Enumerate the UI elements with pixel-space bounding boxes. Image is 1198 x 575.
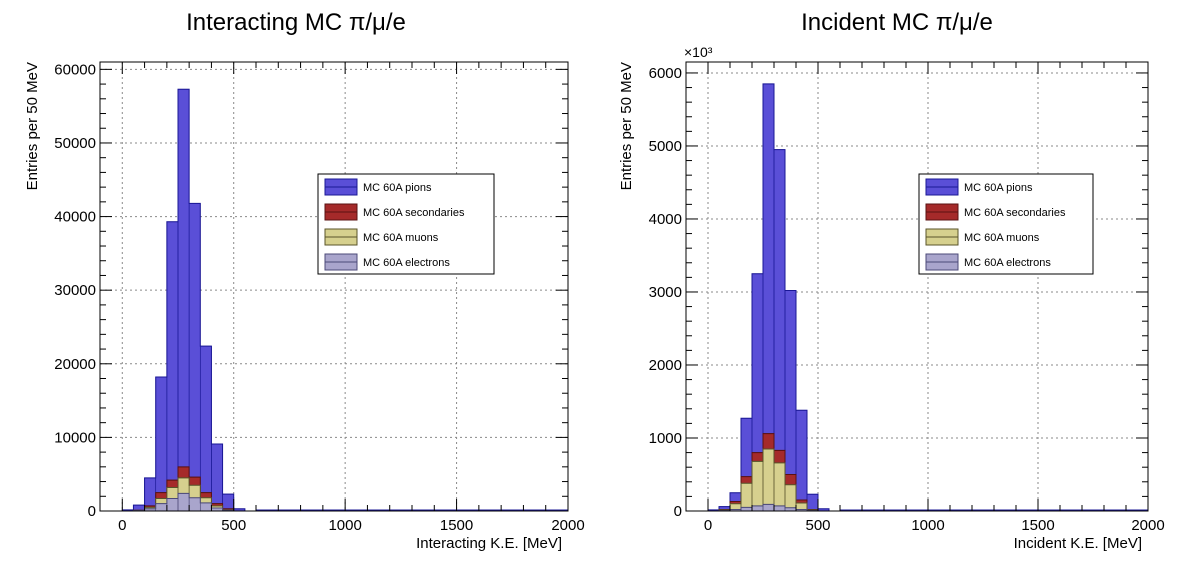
y-tick-label: 50000 — [54, 135, 96, 152]
y-tick-label: 30000 — [54, 282, 96, 299]
x-axis-label: Interacting K.E. [MeV] — [416, 535, 562, 552]
x-tick-label: 1500 — [440, 517, 473, 534]
x-tick-label: 2000 — [551, 517, 584, 534]
x-tick-label: 500 — [805, 517, 830, 534]
legend: MC 60A pions MC 60A secondaries MC 60A muo… — [918, 173, 1094, 275]
legend-label-secondaries: MC 60A secondaries — [363, 207, 465, 219]
x-tick-label: 1500 — [1021, 517, 1054, 534]
legend-label-pions: MC 60A pions — [964, 182, 1033, 194]
y-tick-label: 0 — [674, 503, 682, 520]
x-tick-label: 500 — [221, 517, 246, 534]
legend-label-pions: MC 60A pions — [363, 182, 432, 194]
legend: MC 60A pions MC 60A secondaries MC 60A muo… — [317, 173, 495, 275]
y-tick-label: 2000 — [649, 357, 682, 374]
y-tick-label: 40000 — [54, 209, 96, 226]
chart-title: Incident MC π/μ/e — [801, 9, 993, 36]
y-tick-label: 3000 — [649, 284, 682, 301]
x-axis-label: Incident K.E. [MeV] — [1014, 535, 1142, 552]
y-tick-label: 6000 — [649, 65, 682, 82]
legend-label-secondaries: MC 60A secondaries — [964, 207, 1066, 219]
y-axis-label: Entries per 50 MeV — [618, 62, 635, 190]
x-tick-label: 0 — [118, 517, 126, 534]
y-tick-label: 5000 — [649, 138, 682, 155]
y-tick-label: 60000 — [54, 61, 96, 78]
x-tick-label: 0 — [704, 517, 712, 534]
y-tick-label: 1000 — [649, 430, 682, 447]
y-axis-label: Entries per 50 MeV — [24, 62, 41, 190]
legend-label-electrons: MC 60A electrons — [363, 257, 450, 269]
y-tick-label: 10000 — [54, 429, 96, 446]
chart-title: Interacting MC π/μ/e — [186, 9, 406, 36]
x-tick-label: 1000 — [328, 517, 361, 534]
legend-label-electrons: MC 60A electrons — [964, 257, 1051, 269]
y-tick-label: 4000 — [649, 211, 682, 228]
legend-label-muons: MC 60A muons — [363, 232, 439, 244]
chart-panel-1: Interacting MC π/μ/e0 500 1000 1500 20000100… — [24, 9, 585, 552]
x-tick-label: 1000 — [911, 517, 944, 534]
y-exponent-label: ×10³ — [684, 44, 713, 60]
y-tick-label: 20000 — [54, 356, 96, 373]
chart-panel-2: Incident MC π/μ/e 0 500 1000 1500 2000 0 1000 20… — [618, 9, 1165, 552]
legend-label-muons: MC 60A muons — [964, 232, 1040, 244]
y-tick-label: 0 — [88, 503, 96, 520]
plot-frame — [685, 61, 1149, 512]
plot-frame — [99, 61, 569, 512]
x-tick-label: 2000 — [1131, 517, 1164, 534]
